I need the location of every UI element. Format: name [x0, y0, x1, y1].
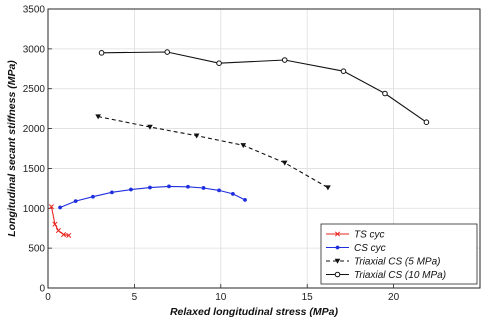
data-point [95, 114, 101, 120]
data-point [148, 185, 152, 190]
y-tick-label: 500 [28, 244, 45, 255]
y-tick-label: 3500 [23, 5, 46, 16]
data-point [240, 143, 247, 149]
data-point [243, 198, 247, 202]
data-point [55, 228, 61, 234]
legend: TS cyc CS cyc Triaxial CS (5 MPa) Triaxial … [320, 223, 478, 285]
data-point [423, 119, 430, 125]
data-point [58, 205, 62, 210]
series-line [50, 206, 69, 236]
data-point [164, 49, 171, 55]
data-point [334, 271, 341, 278]
data-point [334, 231, 341, 237]
x-axis: 0 5 10 15 20 [45, 284, 400, 303]
series-line [97, 116, 329, 189]
data-point [98, 50, 105, 56]
data-point [91, 194, 95, 199]
legend-item: CS cyc [326, 243, 386, 254]
legend-label: Triaxial CS (10 MPa) [354, 270, 446, 281]
data-point [281, 57, 288, 63]
legend-item: Triaxial CS (10 MPa) [326, 270, 446, 281]
data-point [281, 160, 288, 166]
series-4 [98, 49, 430, 125]
data-point [129, 187, 133, 192]
y-axis-label: Longitudinal secant stiffness (MPa) [6, 60, 18, 237]
plot-area [47, 8, 481, 289]
data-point [216, 60, 222, 67]
x-tick-label: 0 [45, 292, 51, 303]
x-tick-label: 5 [132, 292, 138, 303]
data-point [340, 68, 347, 74]
series-3 [95, 114, 331, 191]
data-point [217, 188, 221, 193]
data-point [147, 124, 153, 130]
series-1 [48, 204, 72, 238]
data-point [193, 133, 200, 139]
y-tick-label: 1500 [23, 164, 46, 175]
data-point [48, 204, 55, 210]
series-layer [48, 49, 430, 238]
data-point [334, 258, 341, 264]
legend-label: Triaxial CS (5 MPa) [354, 257, 441, 268]
data-point [73, 199, 78, 204]
data-point [201, 186, 206, 190]
series-line [101, 51, 427, 123]
legend-label: TS cyc [354, 230, 385, 241]
x-tick-label: 10 [215, 292, 227, 303]
data-point [110, 190, 114, 195]
y-tick-label: 1000 [23, 204, 46, 215]
data-point [60, 232, 67, 238]
y-tick-label: 3000 [23, 44, 46, 55]
x-tick-label: 20 [388, 292, 400, 303]
series-line [59, 185, 246, 209]
data-point [167, 184, 171, 189]
series-2 [58, 184, 247, 210]
y-tick-label: 2500 [23, 84, 46, 95]
data-point [66, 232, 72, 238]
data-point [230, 192, 235, 196]
x-tick-label: 15 [302, 292, 314, 303]
y-tick-label: 2000 [23, 124, 46, 135]
legend-item: TS cyc [326, 230, 385, 241]
data-point [335, 245, 340, 250]
y-tick-label: 0 [39, 284, 45, 295]
data-point [186, 184, 190, 189]
data-point [382, 90, 388, 97]
legend-item: Triaxial CS (5 MPa) [326, 257, 441, 268]
legend-label: CS cyc [354, 243, 386, 254]
data-point [325, 185, 331, 191]
data-point [52, 221, 58, 227]
x-axis-label: Relaxed longitudinal stress (MPa) [170, 306, 339, 318]
